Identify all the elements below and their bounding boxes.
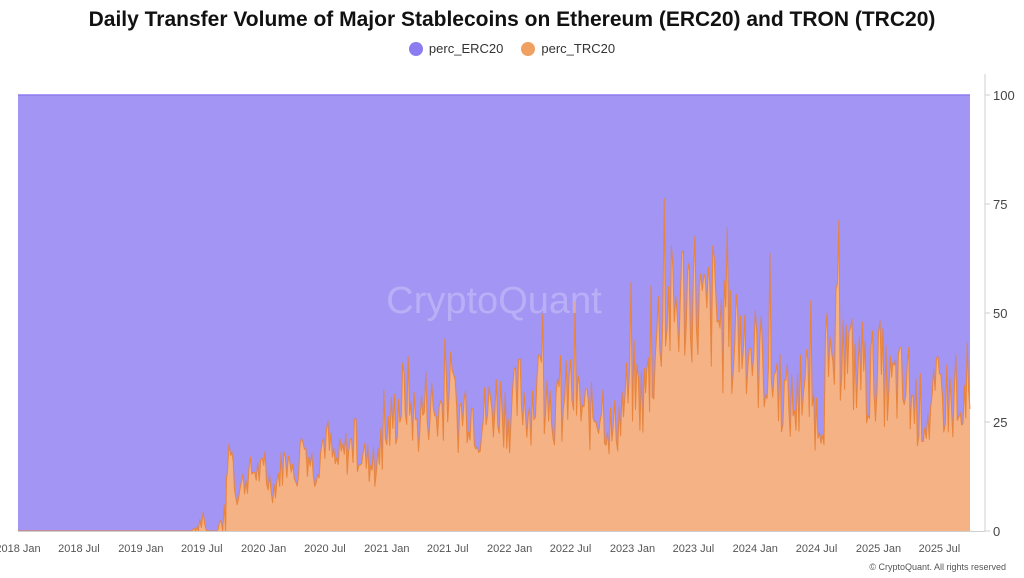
legend-item-trc20[interactable]: perc_TRC20 (521, 41, 615, 56)
y-tick-label: 25 (993, 415, 1007, 430)
y-tick-label: 75 (993, 197, 1007, 212)
y-tick-label: 100 (993, 88, 1015, 103)
x-tick-label: 2024 Jul (796, 543, 838, 555)
x-tick-label: 2023 Jul (673, 543, 715, 555)
watermark: CryptoQuant (386, 280, 602, 322)
x-tick-label: 2019 Jul (181, 543, 223, 555)
x-tick-label: 2018 Jul (58, 543, 100, 555)
x-tick-label: 2022 Jul (550, 543, 592, 555)
legend: perc_ERC20 perc_TRC20 (0, 41, 1024, 56)
x-tick-label: 2025 Jan (856, 543, 901, 555)
x-tick-label: 2021 Jan (364, 543, 409, 555)
y-axis: 0 25 50 75 100 (985, 88, 1015, 539)
x-tick-label: 2019 Jan (118, 543, 163, 555)
legend-label-erc20: perc_ERC20 (428, 41, 504, 56)
y-tick-label: 50 (993, 306, 1007, 321)
x-tick-label: 2024 Jan (733, 543, 778, 555)
legend-label-trc20: perc_TRC20 (541, 41, 616, 56)
legend-marker-trc20 (521, 41, 536, 56)
trc20-area (18, 198, 970, 531)
x-tick-label: 2018 Jan (0, 543, 41, 555)
x-tick-label: 2021 Jul (427, 543, 469, 555)
x-tick-label: 2020 Jan (241, 543, 286, 555)
x-tick-label: 2025 Jul (919, 543, 961, 555)
x-tick-label: 2020 Jul (304, 543, 346, 555)
x-tick-label: 2022 Jan (487, 543, 532, 555)
x-tick-label: 2023 Jan (610, 543, 655, 555)
x-axis: 2018 Jan 2018 Jul 2019 Jan 2019 Jul 2020 Jan… (0, 543, 960, 555)
trc20-line (18, 198, 971, 532)
chart-title: Daily Transfer Volume of Major Stablecoi… (88, 8, 936, 31)
legend-item-erc20[interactable]: perc_ERC20 (408, 41, 504, 56)
legend-marker-erc20 (408, 41, 423, 56)
y-tick-label: 0 (993, 524, 1000, 539)
credit-text: © CryptoQuant. All rights reserved (869, 562, 1006, 572)
